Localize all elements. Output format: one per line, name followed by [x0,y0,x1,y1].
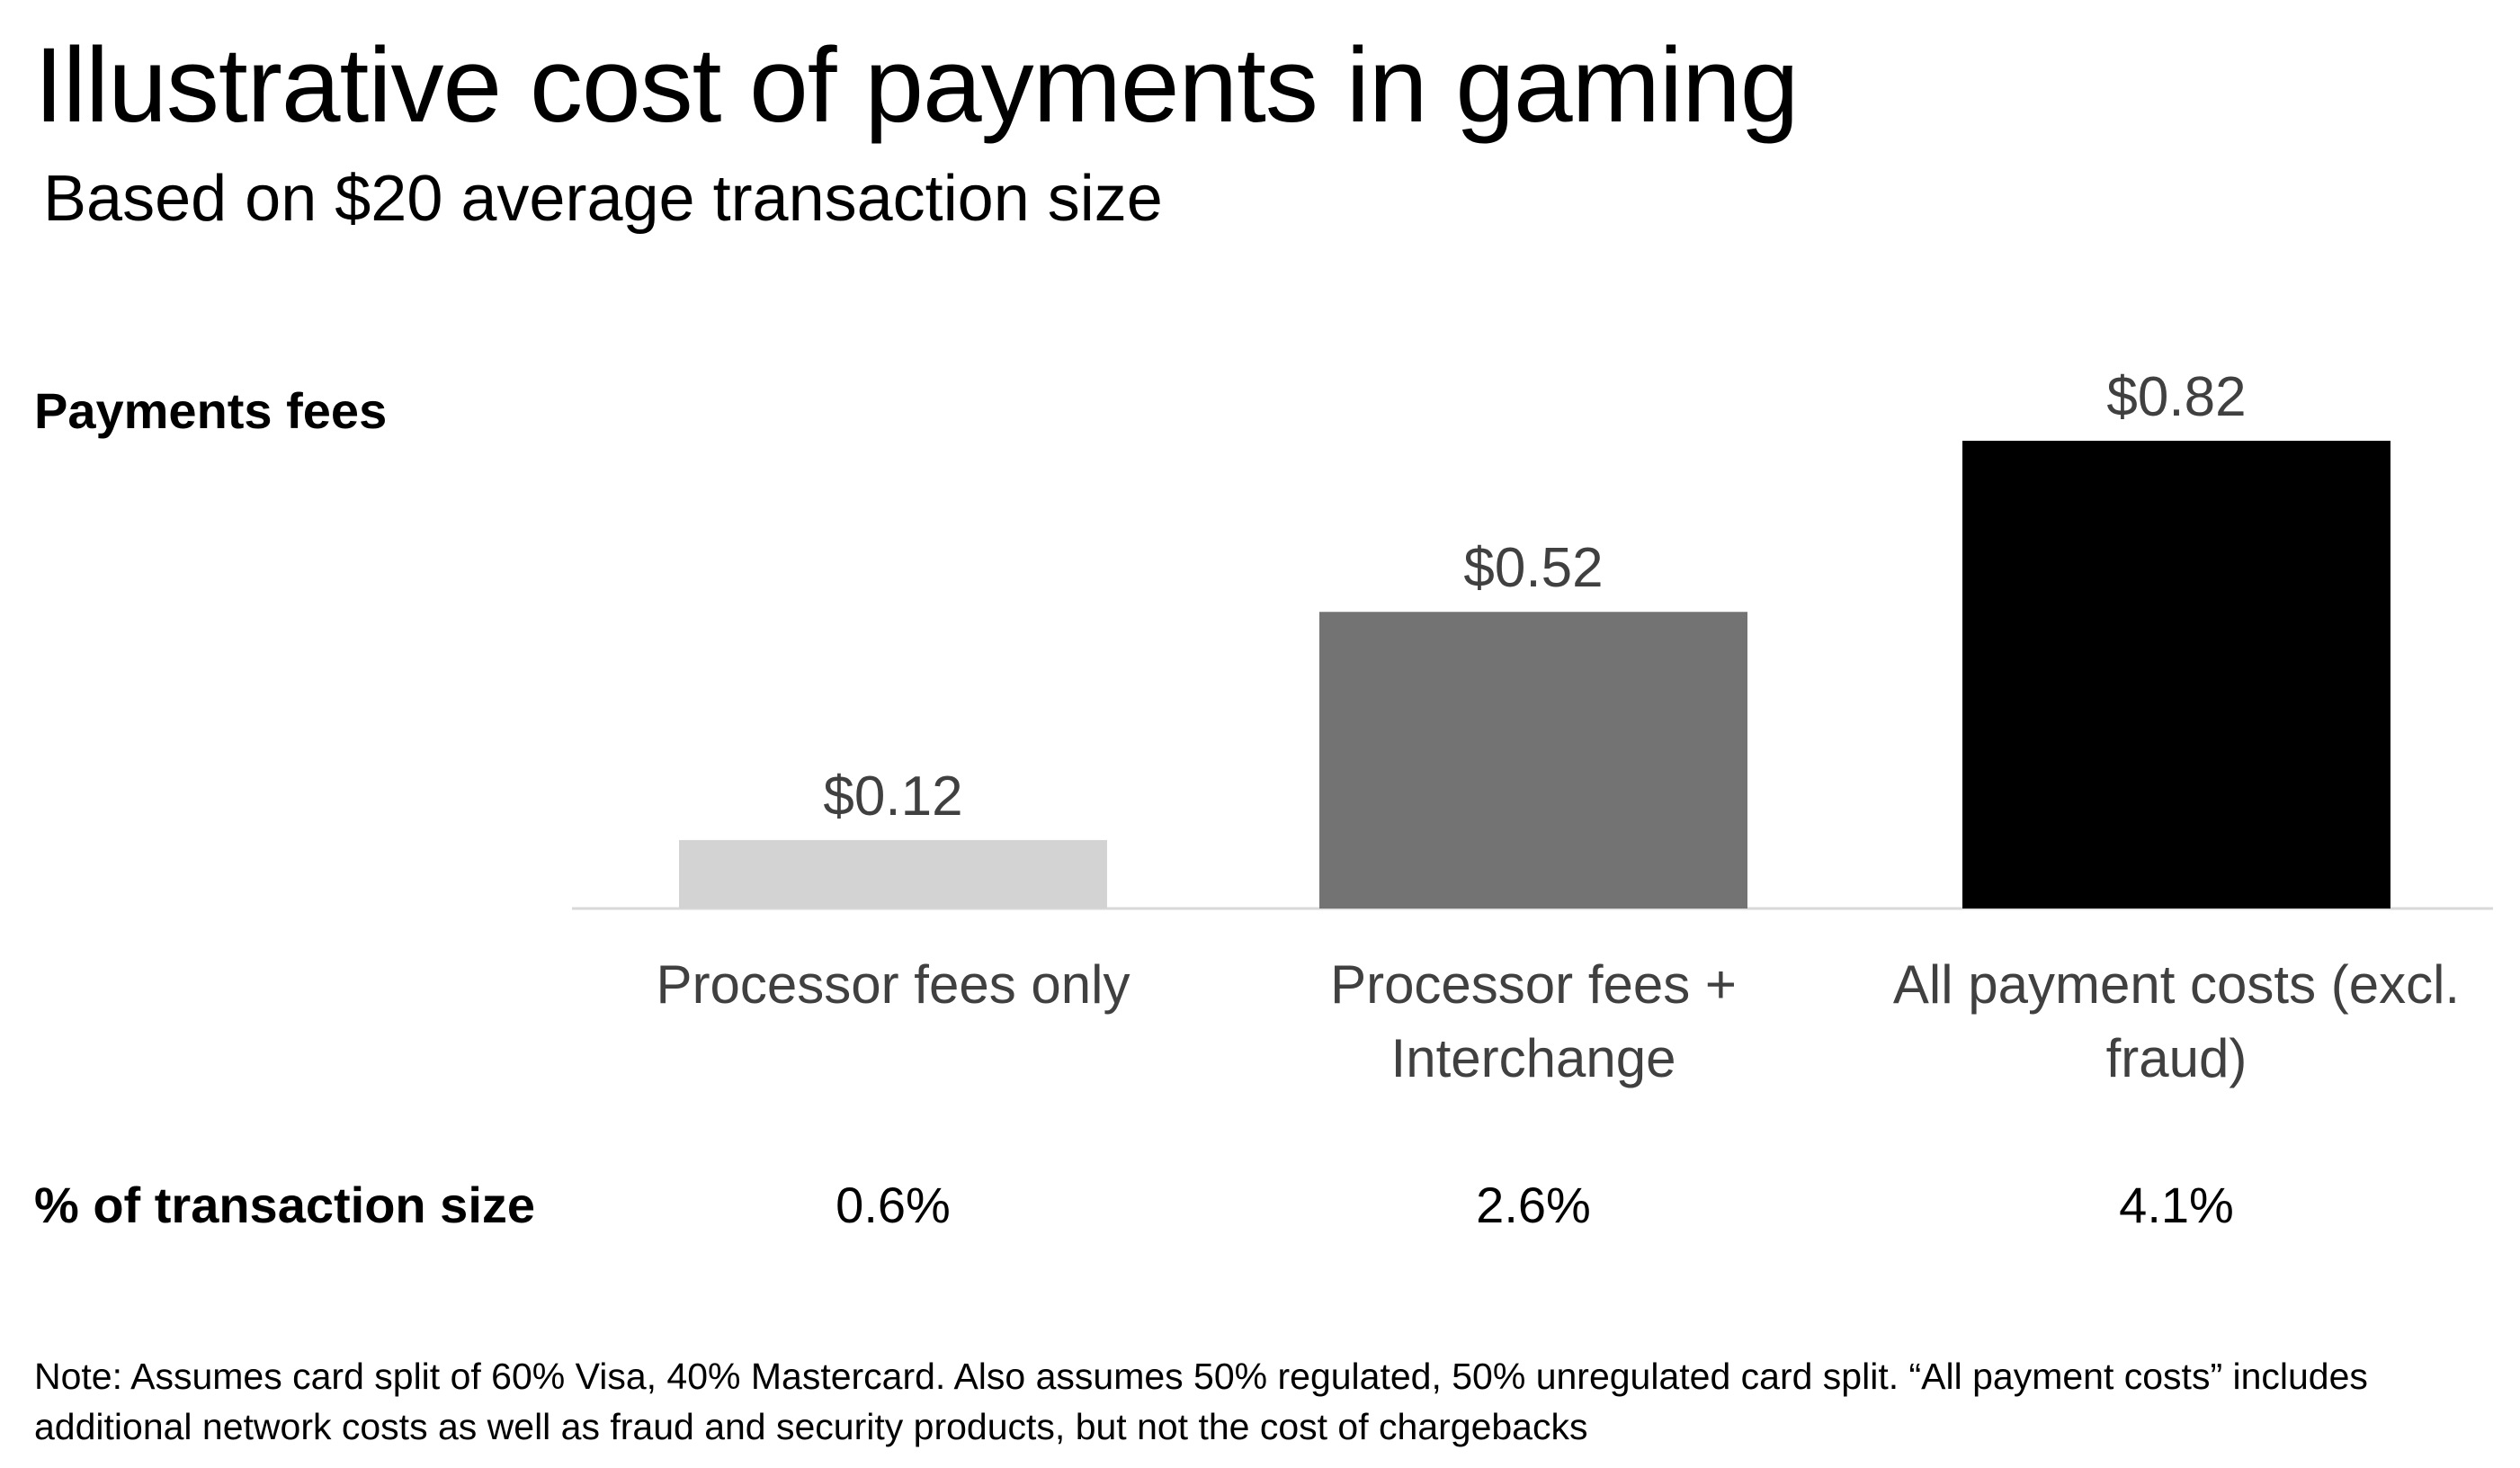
percent-row-label: % of transaction size [34,1177,536,1233]
bar-chart: $0.12 Processor fees only $0.52 Processor f… [572,366,2493,1088]
category-label-3: All payment costs (excl. fraud) [1893,954,2460,1088]
chart-subtitle: Based on $20 average transaction size [43,163,1163,235]
percent-value-interchange: 2.6% [1476,1177,1591,1233]
data-label-2: $0.52 [1463,537,1603,599]
bar-3 [1962,441,2390,909]
bar-2 [1319,612,1747,909]
category-label-2: Processor fees + Interchange [1330,954,1737,1088]
footnote: Note: Assumes card split of 60% Visa, 40… [34,1356,2368,1447]
category-label-1: Processor fees only [657,954,1130,1015]
percent-value-all-costs: 4.1% [2119,1177,2234,1233]
payments-fees-row-label: Payments fees [34,382,388,439]
data-label-1: $0.12 [823,765,962,828]
bar-1 [679,839,1107,909]
chart-title: Illustrative cost of payments in gaming [34,26,1799,145]
percent-value-processor-fees: 0.6% [836,1177,951,1233]
data-label-3: $0.82 [2106,366,2246,428]
